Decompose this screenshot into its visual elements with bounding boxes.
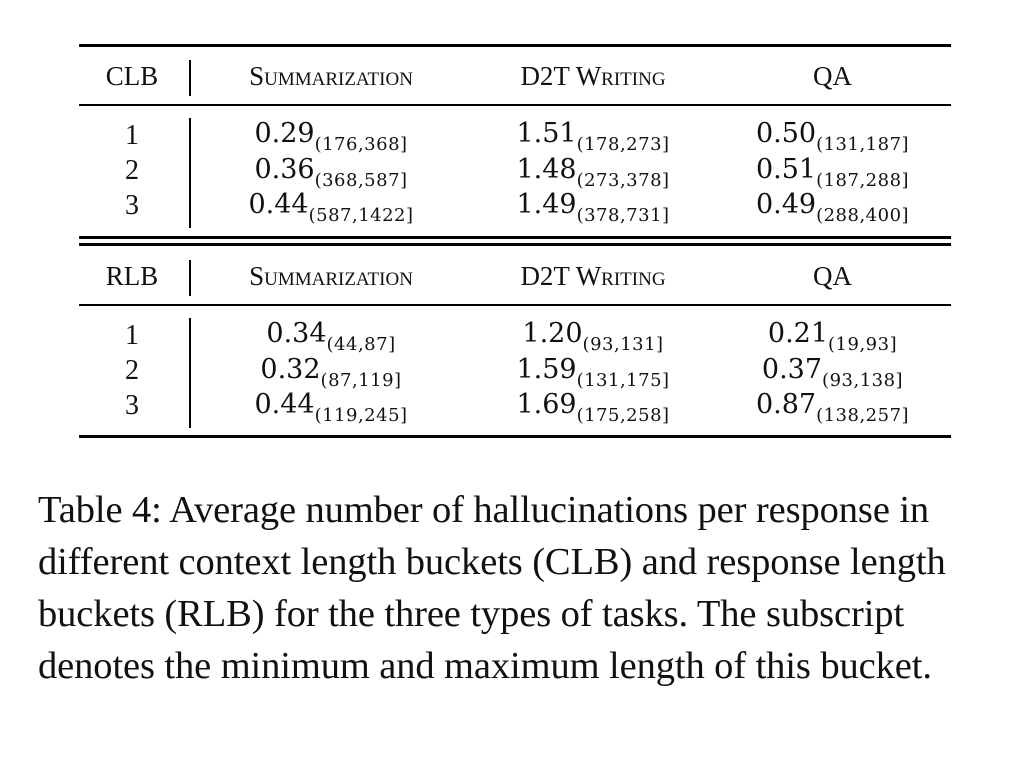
rlb-col-qa: QA xyxy=(813,261,852,291)
bottom-rule xyxy=(79,435,951,438)
rlb-col-summarization: Summarization xyxy=(249,261,413,291)
clb-col-d2t-writing: D2T Writing xyxy=(520,61,666,91)
clb-header-label: CLB xyxy=(105,61,159,91)
table-cell: 0.21(19,93] xyxy=(767,318,898,355)
row-label: 2 xyxy=(125,355,139,386)
table-cell: 0.50(131,187] xyxy=(755,118,910,155)
table-cell: 0.34(44,87] xyxy=(266,318,396,355)
rlb-header-separator xyxy=(189,260,191,296)
table-cell: 1.59(131,175] xyxy=(516,354,670,391)
row-label: 2 xyxy=(125,155,139,186)
top-rule xyxy=(79,44,951,47)
table-cell: 0.32(87,119] xyxy=(260,354,402,391)
row-label: 3 xyxy=(125,190,139,221)
row-label: 1 xyxy=(125,120,139,151)
table-cell: 1.69(175,258] xyxy=(516,389,670,426)
table-cell: 0.44(119,245] xyxy=(254,389,408,426)
rlb-header-rule xyxy=(79,304,951,306)
table-cell: 1.48(273,378] xyxy=(516,154,670,191)
row-label: 3 xyxy=(125,390,139,421)
table-cell: 0.29(176,368] xyxy=(254,118,408,155)
double-rule-lower xyxy=(79,243,951,246)
rlb-header-label: RLB xyxy=(105,261,159,291)
double-rule-upper xyxy=(79,236,951,239)
rlb-col-d2t-writing: D2T Writing xyxy=(520,261,666,291)
table-cell: 0.51(187,288] xyxy=(755,154,910,191)
table-cell: 1.20(93,131] xyxy=(522,318,664,355)
table-cell: 0.87(138,257] xyxy=(755,389,910,426)
table-caption: Table 4: Average number of hallucination… xyxy=(38,489,946,687)
clb-col-summarization: Summarization xyxy=(249,61,413,91)
table-cell: 0.44(587,1422] xyxy=(248,189,414,226)
row-label: 1 xyxy=(125,320,139,351)
table-cell: 0.49(288,400] xyxy=(755,189,910,226)
table-cell: 0.37(93,138] xyxy=(761,354,904,391)
table-cell: 1.51(178,273] xyxy=(516,118,670,155)
clb-body-separator xyxy=(189,118,191,228)
clb-col-qa: QA xyxy=(813,61,852,91)
clb-header-separator xyxy=(189,60,191,96)
clb-header-rule xyxy=(79,104,951,106)
table-cell: 0.36(368,587] xyxy=(254,154,408,191)
table-cell: 1.49(378,731] xyxy=(516,189,670,226)
rlb-body-separator xyxy=(189,318,191,428)
